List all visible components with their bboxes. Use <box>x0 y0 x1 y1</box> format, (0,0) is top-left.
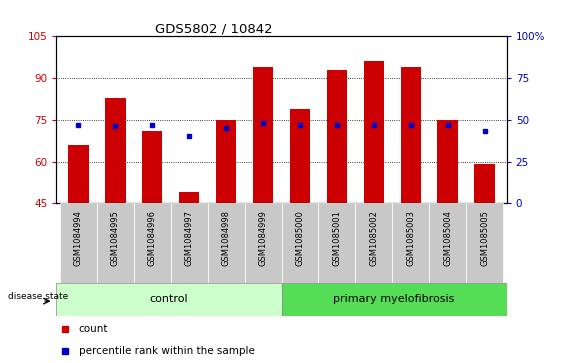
Text: GSM1084998: GSM1084998 <box>222 210 231 266</box>
Bar <box>437 120 458 203</box>
FancyBboxPatch shape <box>429 203 466 283</box>
Text: GSM1084996: GSM1084996 <box>148 210 157 266</box>
FancyBboxPatch shape <box>171 203 208 283</box>
Text: GSM1085002: GSM1085002 <box>369 210 378 266</box>
Text: control: control <box>150 294 188 305</box>
Bar <box>179 192 199 203</box>
Bar <box>364 61 384 203</box>
FancyBboxPatch shape <box>208 203 244 283</box>
Text: primary myelofibrosis: primary myelofibrosis <box>333 294 455 305</box>
Text: GSM1085000: GSM1085000 <box>296 210 305 266</box>
FancyBboxPatch shape <box>319 203 355 283</box>
Text: percentile rank within the sample: percentile rank within the sample <box>79 346 254 356</box>
FancyBboxPatch shape <box>355 203 392 283</box>
Text: GSM1084999: GSM1084999 <box>258 210 267 266</box>
Bar <box>253 67 273 203</box>
Text: GSM1084995: GSM1084995 <box>111 210 120 266</box>
FancyBboxPatch shape <box>56 283 282 316</box>
Text: disease state: disease state <box>8 292 69 301</box>
Bar <box>142 131 163 203</box>
FancyBboxPatch shape <box>97 203 134 283</box>
FancyBboxPatch shape <box>60 203 97 283</box>
Text: GSM1085005: GSM1085005 <box>480 210 489 266</box>
FancyBboxPatch shape <box>134 203 171 283</box>
Text: GSM1085004: GSM1085004 <box>443 210 452 266</box>
Bar <box>290 109 310 203</box>
Title: GDS5802 / 10842: GDS5802 / 10842 <box>155 22 272 35</box>
Bar <box>105 98 126 203</box>
FancyBboxPatch shape <box>392 203 429 283</box>
Bar <box>327 70 347 203</box>
Bar <box>68 145 88 203</box>
FancyBboxPatch shape <box>466 203 503 283</box>
Text: GSM1085003: GSM1085003 <box>406 210 415 266</box>
FancyBboxPatch shape <box>282 283 507 316</box>
Text: count: count <box>79 324 108 334</box>
Bar <box>400 67 421 203</box>
Text: GSM1085001: GSM1085001 <box>332 210 341 266</box>
FancyBboxPatch shape <box>244 203 282 283</box>
Bar <box>216 120 236 203</box>
FancyBboxPatch shape <box>282 203 319 283</box>
Text: GSM1084997: GSM1084997 <box>185 210 194 266</box>
Text: GSM1084994: GSM1084994 <box>74 210 83 266</box>
Bar <box>475 164 495 203</box>
